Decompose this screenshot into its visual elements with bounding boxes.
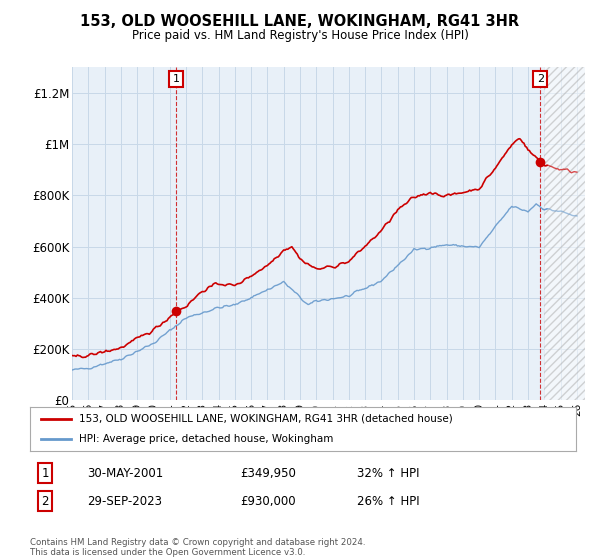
Text: 1: 1 xyxy=(173,74,180,84)
Text: Contains HM Land Registry data © Crown copyright and database right 2024.
This d: Contains HM Land Registry data © Crown c… xyxy=(30,538,365,557)
Text: HPI: Average price, detached house, Wokingham: HPI: Average price, detached house, Woki… xyxy=(79,434,334,444)
Text: 1: 1 xyxy=(41,466,49,480)
Text: 29-SEP-2023: 29-SEP-2023 xyxy=(87,494,162,508)
Text: £930,000: £930,000 xyxy=(240,494,296,508)
Text: 2: 2 xyxy=(536,74,544,84)
Bar xyxy=(544,67,585,400)
Text: 2: 2 xyxy=(41,494,49,508)
Text: 153, OLD WOOSEHILL LANE, WOKINGHAM, RG41 3HR: 153, OLD WOOSEHILL LANE, WOKINGHAM, RG41… xyxy=(80,14,520,29)
Text: 30-MAY-2001: 30-MAY-2001 xyxy=(87,466,163,480)
Text: £349,950: £349,950 xyxy=(240,466,296,480)
Text: Price paid vs. HM Land Registry's House Price Index (HPI): Price paid vs. HM Land Registry's House … xyxy=(131,29,469,42)
Text: 26% ↑ HPI: 26% ↑ HPI xyxy=(357,494,419,508)
Text: 153, OLD WOOSEHILL LANE, WOKINGHAM, RG41 3HR (detached house): 153, OLD WOOSEHILL LANE, WOKINGHAM, RG41… xyxy=(79,414,453,424)
Text: 32% ↑ HPI: 32% ↑ HPI xyxy=(357,466,419,480)
